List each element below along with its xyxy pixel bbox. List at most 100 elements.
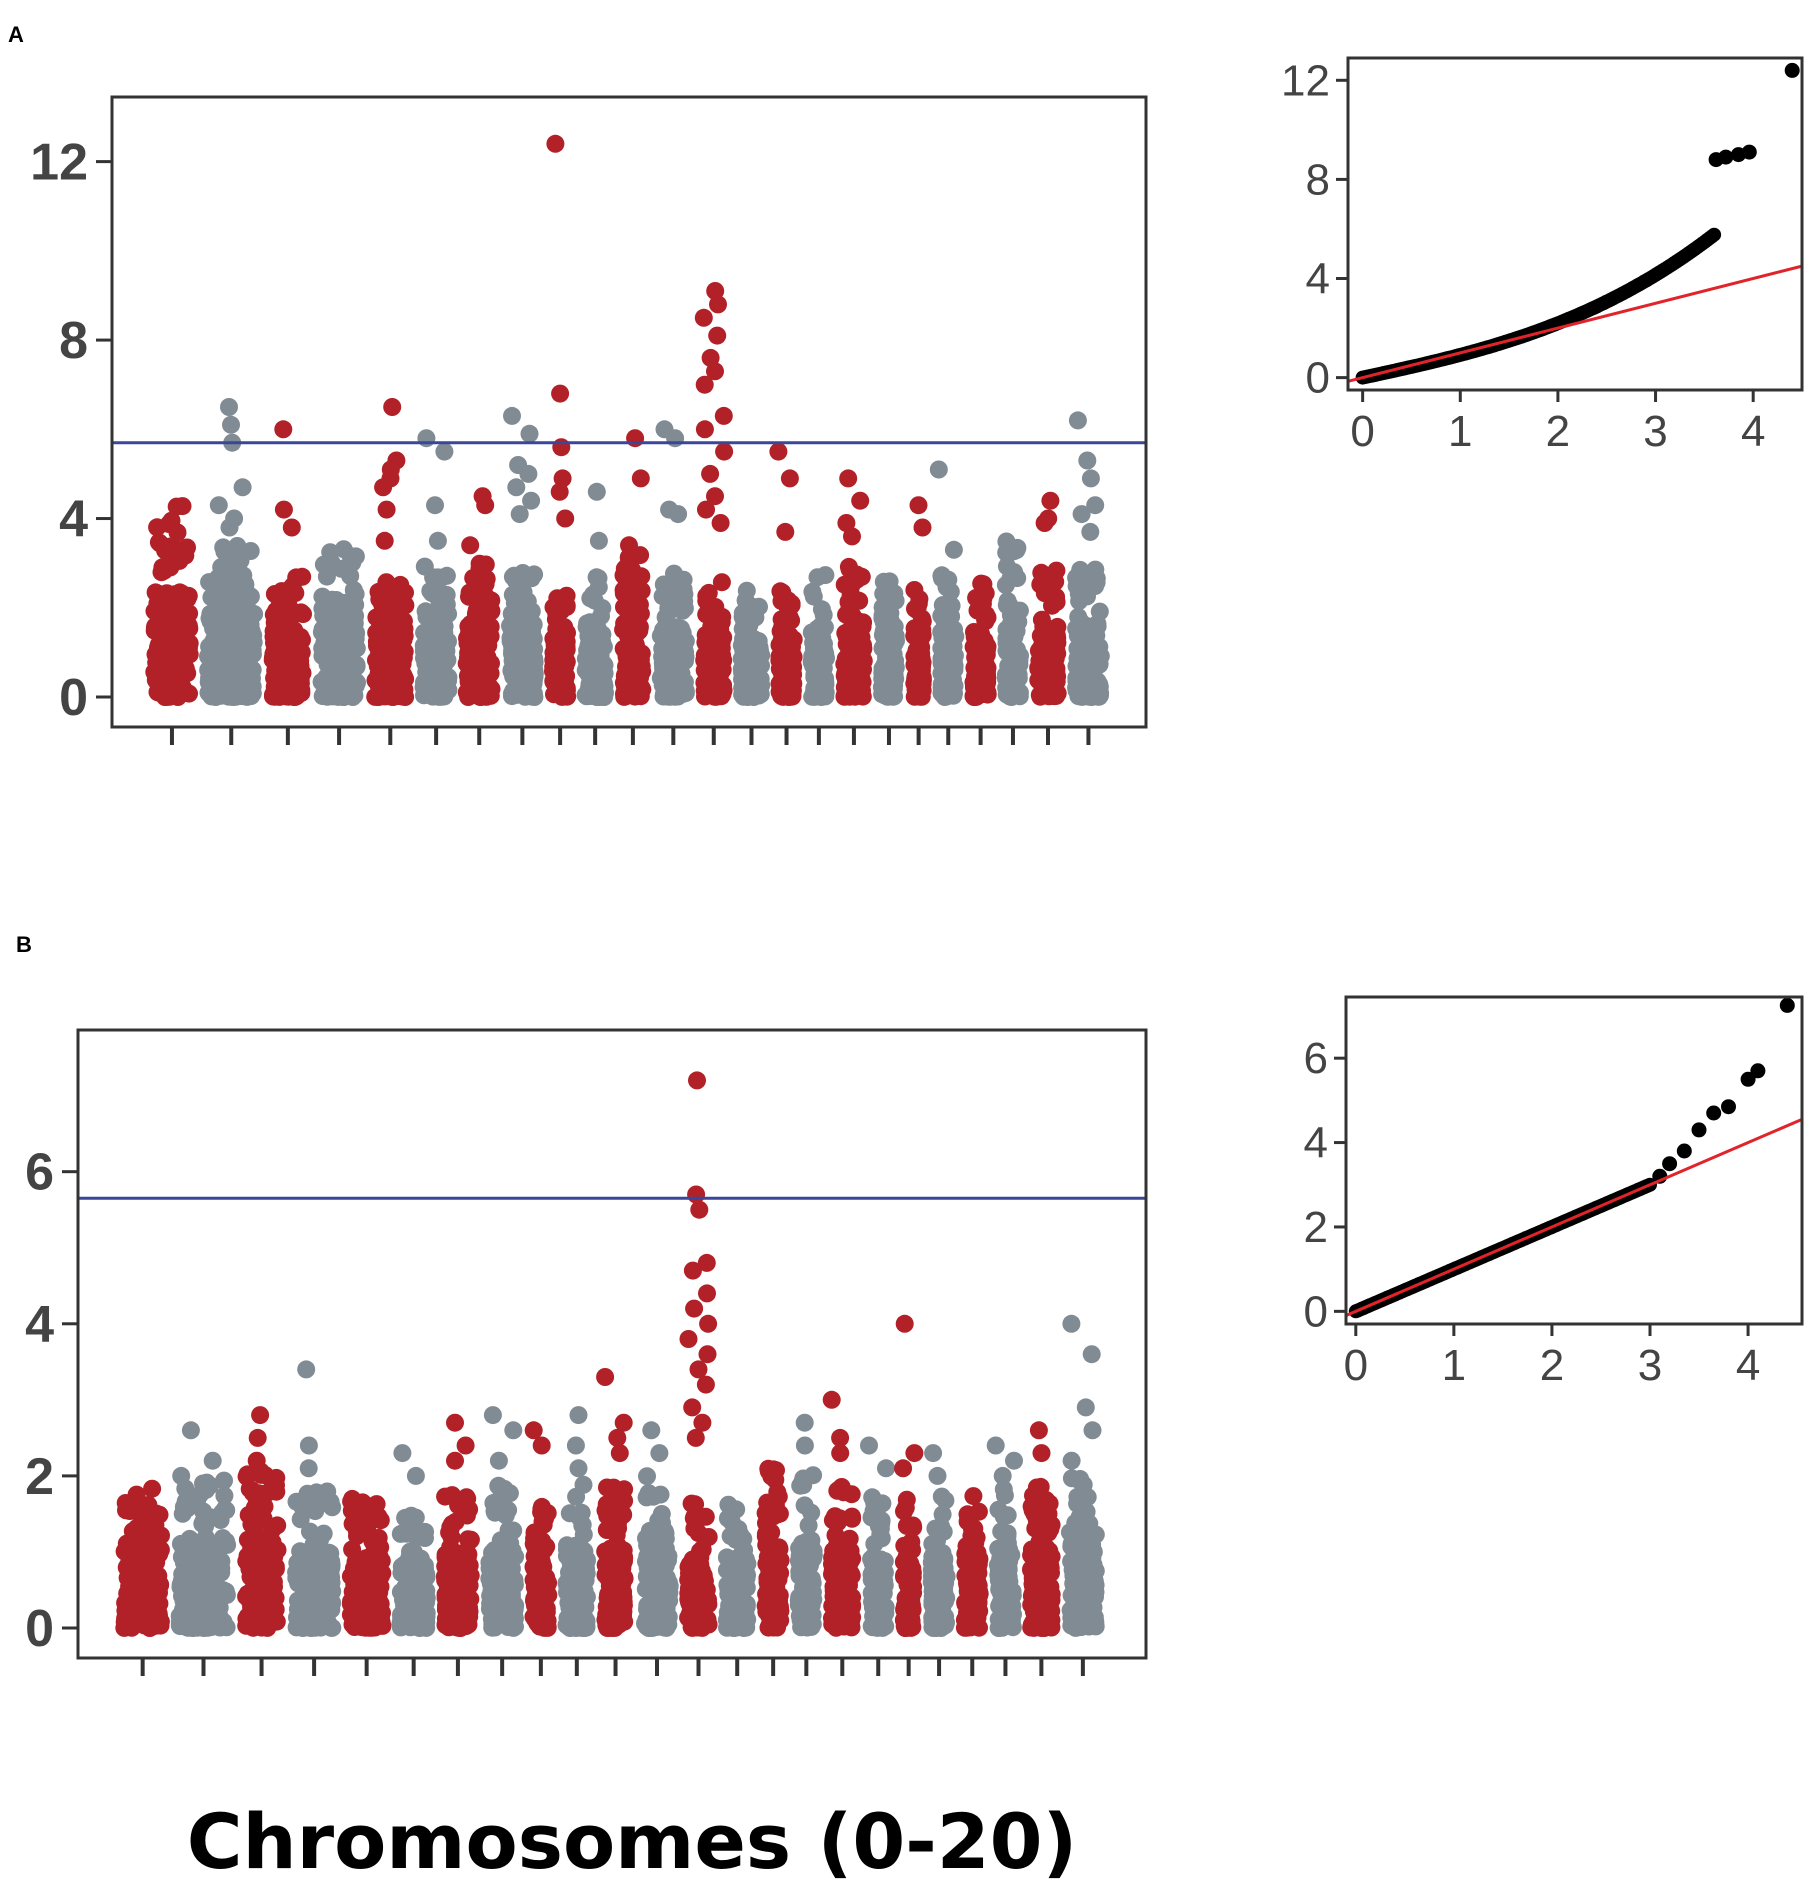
- snp-point: [663, 572, 682, 591]
- snp-point-peak: [701, 464, 720, 483]
- snp-point: [664, 637, 683, 656]
- snp-point: [816, 566, 835, 585]
- qq-point-tail: [1718, 149, 1734, 165]
- snp-point-peak: [769, 442, 788, 461]
- snp-point: [226, 607, 245, 626]
- snp-point: [209, 1616, 228, 1635]
- snp-point: [148, 518, 167, 537]
- snp-point: [397, 1524, 416, 1543]
- snp-point: [370, 624, 389, 643]
- snp-point-peak: [551, 384, 570, 403]
- snp-point: [348, 1526, 366, 1545]
- snp-point: [880, 658, 899, 677]
- snp-point-peak: [435, 442, 454, 461]
- snp-point: [344, 590, 363, 609]
- snp-point: [117, 1501, 135, 1520]
- snp-point-peak: [520, 424, 539, 443]
- snp-point-peak: [1081, 469, 1100, 488]
- snp-point-peak: [626, 429, 645, 448]
- qq-points: [1355, 62, 1800, 385]
- snp-point-peak: [220, 518, 239, 537]
- snp-point: [1047, 593, 1066, 611]
- snp-point: [335, 617, 354, 636]
- snp-point: [390, 599, 409, 618]
- snp-point: [847, 620, 866, 639]
- snp-point: [750, 597, 768, 616]
- snp-point: [548, 589, 567, 608]
- snp-point: [1048, 667, 1067, 686]
- snp-point-peak: [417, 429, 436, 448]
- snp-point: [316, 628, 335, 647]
- snp-point: [1087, 635, 1106, 654]
- snp-point-peak: [428, 531, 447, 550]
- snp-point: [369, 665, 388, 684]
- snp-point-peak: [843, 527, 861, 546]
- snp-point-peak: [589, 531, 608, 550]
- snp-point: [436, 1548, 455, 1567]
- snp-point: [396, 583, 414, 602]
- snp-point: [212, 558, 231, 577]
- snp-point-peak: [1078, 451, 1097, 470]
- snp-point: [437, 595, 456, 614]
- snp-point-peak: [375, 531, 394, 550]
- snp-point: [772, 679, 791, 698]
- snp-point-peak: [510, 505, 529, 524]
- snp-point: [288, 1553, 307, 1572]
- snp-point: [342, 1492, 361, 1511]
- snp-point-peak: [711, 514, 730, 532]
- snp-point-peak: [587, 482, 606, 501]
- snp-point: [250, 1484, 269, 1503]
- snp-point: [1085, 566, 1104, 585]
- snp-point-peak: [222, 415, 240, 434]
- snp-point: [551, 678, 570, 697]
- snp-point: [281, 579, 300, 598]
- snp-point-peak: [282, 518, 301, 537]
- snp-point: [270, 672, 289, 691]
- snp-point: [626, 674, 645, 693]
- snp-point: [183, 1558, 202, 1577]
- snp-point: [161, 682, 179, 701]
- snp-point: [699, 583, 718, 602]
- snp-point: [503, 1541, 522, 1560]
- snp-point: [847, 570, 866, 589]
- snp-point: [220, 637, 239, 656]
- snp-point-peak: [556, 509, 575, 528]
- snp-point: [394, 648, 413, 667]
- snp-point: [814, 605, 833, 624]
- snp-point: [701, 672, 720, 691]
- snp-point: [596, 1501, 615, 1520]
- snp-point: [913, 670, 932, 689]
- snp-point: [441, 1519, 460, 1538]
- snp-point: [939, 570, 958, 589]
- snp-point: [119, 1545, 138, 1564]
- snp-point: [909, 629, 928, 648]
- snp-point-peak: [519, 464, 538, 483]
- qq-point-tail: [1741, 144, 1757, 160]
- snp-point: [521, 643, 540, 662]
- snp-point: [874, 605, 893, 624]
- snp-point: [751, 684, 769, 703]
- snp-point: [163, 552, 182, 570]
- snp-point: [168, 523, 187, 542]
- snp-point: [214, 538, 233, 557]
- snp-point: [624, 591, 642, 609]
- snp-point: [270, 591, 289, 610]
- snp-point-peak: [631, 469, 650, 488]
- snp-point: [322, 1597, 341, 1616]
- snp-point: [582, 641, 601, 660]
- snp-point: [883, 684, 902, 702]
- snp-point: [207, 1536, 226, 1555]
- snp-point: [151, 1612, 170, 1631]
- snp-point: [835, 687, 854, 706]
- snp-point-peak: [233, 478, 252, 497]
- snp-point: [196, 1517, 215, 1536]
- snp-point: [567, 1487, 586, 1506]
- snp-point: [625, 642, 644, 661]
- snp-point-peak: [669, 505, 688, 524]
- snp-point: [260, 1537, 278, 1556]
- snp-point: [1030, 651, 1049, 670]
- snp-point: [459, 653, 478, 672]
- snp-point: [399, 1604, 418, 1623]
- snp-point: [438, 1577, 457, 1596]
